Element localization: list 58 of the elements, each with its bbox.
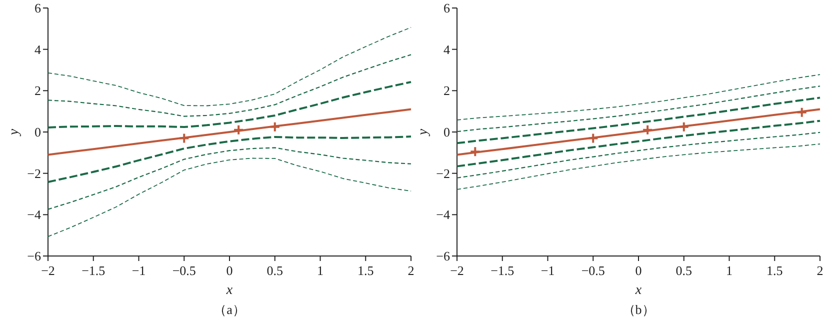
line-series: [47, 136, 412, 184]
y-axis-title: y: [7, 128, 22, 138]
x-tick-label: 1.5: [766, 263, 783, 278]
line-series: [47, 108, 412, 156]
line-series: [456, 120, 821, 168]
y-tick-label: −4: [27, 207, 42, 222]
y-tick-label: 4: [34, 42, 42, 57]
line-series: [47, 54, 412, 117]
x-tick-label: 1.5: [358, 263, 374, 278]
x-tick-label: −0.5: [172, 263, 196, 278]
line-series: [456, 86, 821, 132]
text: （b）: [622, 302, 655, 317]
point: [233, 124, 244, 136]
point: [178, 132, 190, 144]
x-tick-label: 0.5: [266, 263, 283, 278]
x-axis-title: x: [225, 283, 234, 298]
y-tick-label: −2: [27, 166, 41, 181]
x-tick-label: 2: [816, 263, 824, 278]
point: [796, 106, 808, 118]
x-tick-label: −1: [540, 263, 555, 278]
y-tick-label: 2: [444, 83, 450, 98]
y-tick-label: −4: [436, 207, 450, 222]
x-tick-label: 0: [226, 263, 233, 278]
line-series: [47, 147, 412, 210]
x-axis-title: x: [634, 283, 642, 298]
y-tick-label: 2: [34, 83, 41, 98]
x-tick-label: 0: [635, 263, 642, 278]
x-tick-label: 2: [408, 263, 414, 278]
x-tick-label: 1: [726, 263, 732, 278]
x-tick-label: −1: [132, 263, 146, 278]
y-tick-label: 0: [34, 124, 41, 140]
line-series: [48, 158, 412, 238]
point: [678, 121, 690, 132]
line-series: [47, 80, 412, 128]
y-tick-label: −6: [436, 248, 450, 264]
point: [470, 146, 481, 158]
line-series: [48, 26, 412, 106]
line-series: [456, 144, 820, 190]
line-series: [456, 96, 821, 144]
line-series: [456, 74, 820, 120]
y-tick-label: −6: [27, 248, 42, 264]
y-tick-label: 0: [444, 124, 450, 140]
x-tick-label: −0.5: [581, 263, 605, 278]
y-tick-label: 6: [444, 0, 450, 16]
point: [269, 121, 280, 132]
y-tick-label: 4: [444, 42, 450, 57]
point: [642, 124, 654, 136]
y-tick-label: 6: [34, 0, 42, 16]
y-axis-title: y: [416, 128, 431, 138]
line-series: [456, 132, 821, 178]
x-tick-label: −1.5: [490, 263, 514, 278]
text: （a）: [214, 302, 246, 317]
x-tick-label: −1.5: [82, 263, 106, 278]
point: [588, 132, 599, 144]
y-tick-label: −2: [436, 166, 450, 181]
x-tick-label: 0.5: [676, 263, 692, 278]
x-tick-label: 1: [317, 263, 324, 278]
line-series: [456, 108, 821, 156]
